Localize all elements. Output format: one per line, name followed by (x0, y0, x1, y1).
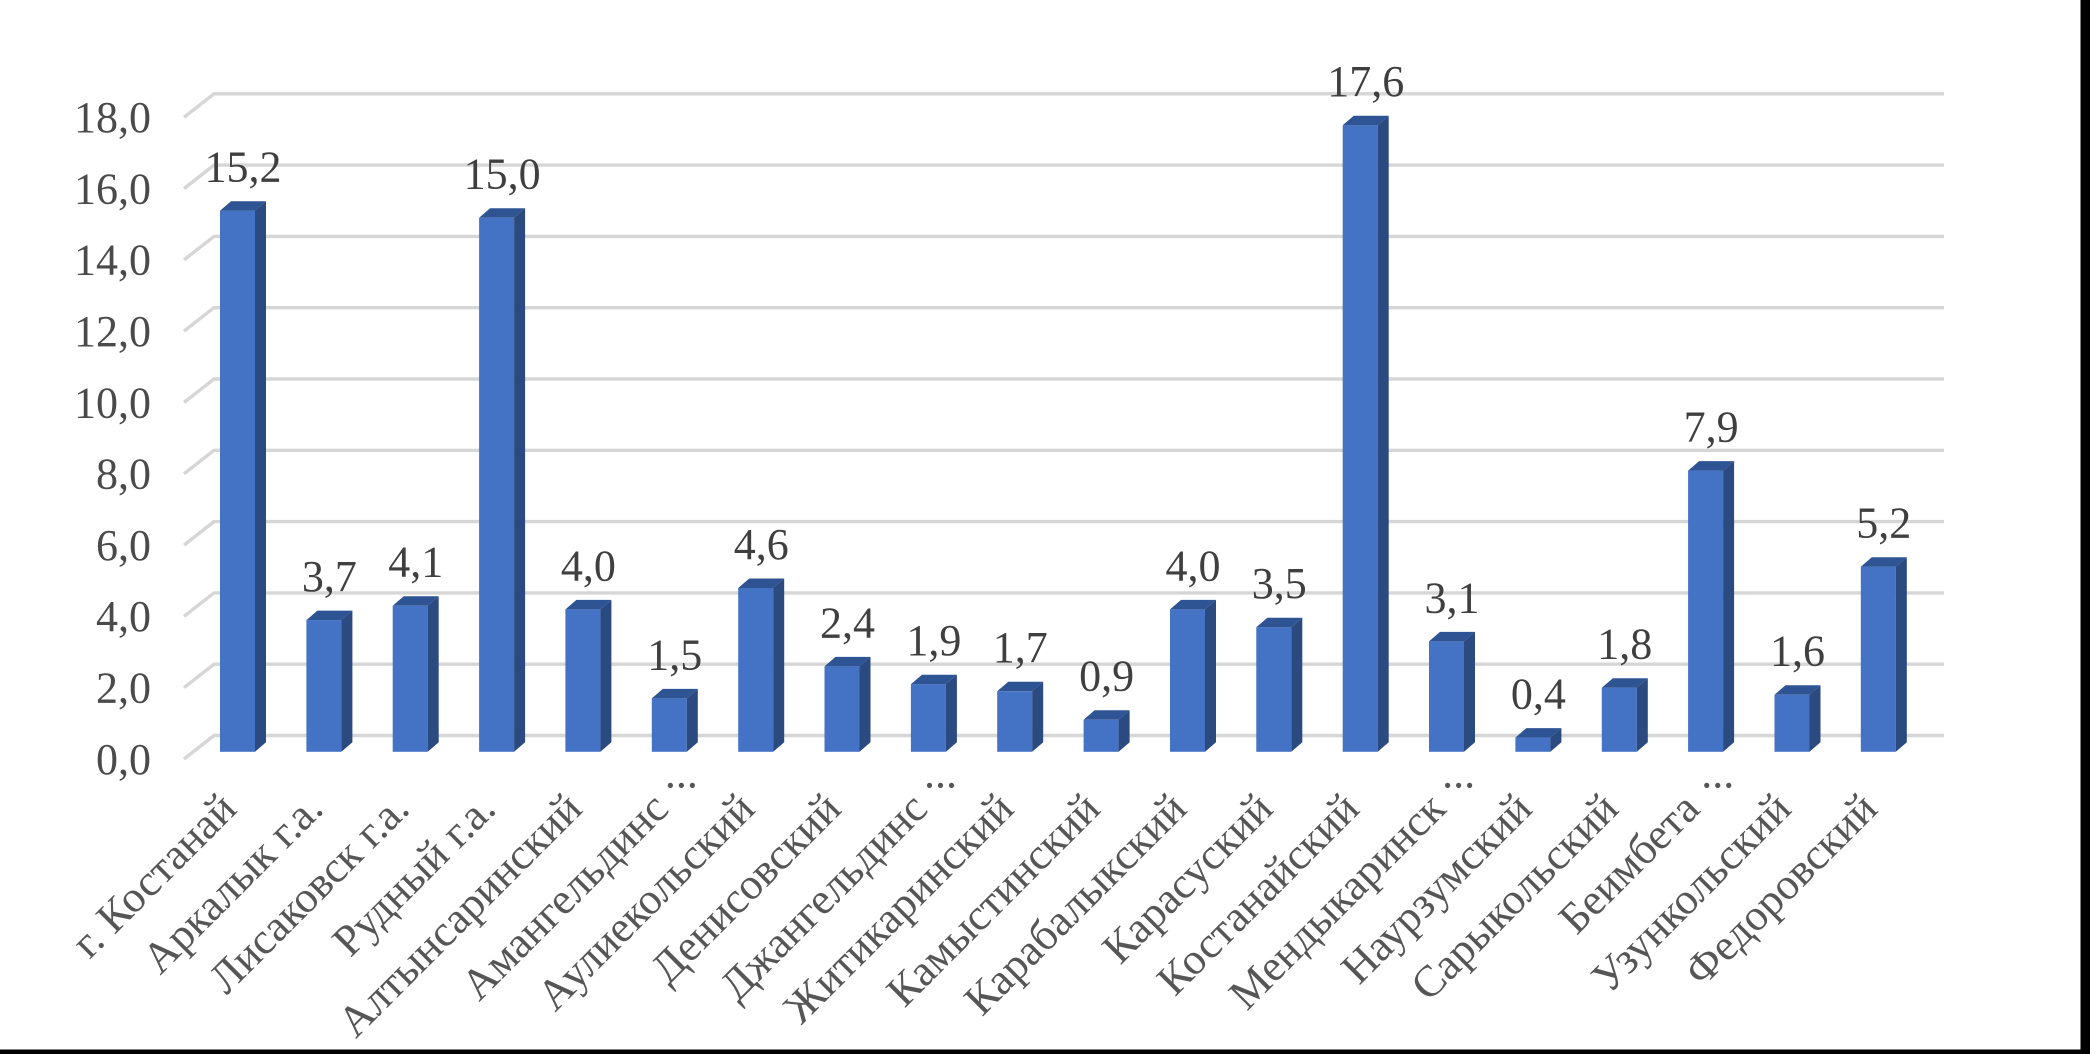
svg-text:...: ... (924, 749, 957, 798)
svg-text:4,0: 4,0 (96, 592, 151, 641)
svg-text:2,0: 2,0 (96, 664, 151, 713)
svg-text:1,9: 1,9 (906, 616, 961, 665)
svg-text:4,0: 4,0 (561, 541, 616, 590)
svg-text:4,6: 4,6 (734, 520, 789, 569)
svg-text:6,0: 6,0 (96, 521, 151, 570)
svg-text:4,0: 4,0 (1166, 541, 1221, 590)
svg-text:18,0: 18,0 (74, 93, 151, 142)
svg-text:16,0: 16,0 (74, 164, 151, 213)
svg-text:1,5: 1,5 (647, 630, 702, 679)
svg-text:...: ... (665, 749, 698, 798)
svg-text:0,9: 0,9 (1079, 652, 1134, 701)
svg-text:17,6: 17,6 (1327, 57, 1404, 106)
svg-text:3,1: 3,1 (1425, 573, 1480, 622)
svg-text:14,0: 14,0 (74, 236, 151, 285)
svg-text:5,2: 5,2 (1856, 499, 1911, 548)
svg-text:...: ... (1701, 749, 1734, 798)
svg-text:3,7: 3,7 (302, 552, 357, 601)
svg-text:4,1: 4,1 (388, 538, 443, 587)
svg-text:0,0: 0,0 (96, 735, 151, 784)
svg-text:1,6: 1,6 (1770, 627, 1825, 676)
svg-text:10,0: 10,0 (74, 378, 151, 427)
svg-text:7,9: 7,9 (1684, 403, 1739, 452)
svg-text:15,2: 15,2 (205, 143, 282, 192)
svg-text:3,5: 3,5 (1252, 559, 1307, 608)
svg-text:8,0: 8,0 (96, 450, 151, 499)
svg-text:...: ... (1442, 749, 1475, 798)
svg-text:15,0: 15,0 (464, 150, 541, 199)
svg-text:0,4: 0,4 (1511, 670, 1566, 719)
svg-text:12,0: 12,0 (74, 307, 151, 356)
svg-text:2,4: 2,4 (820, 598, 875, 647)
svg-text:1,8: 1,8 (1597, 620, 1652, 669)
svg-text:1,7: 1,7 (993, 623, 1048, 672)
